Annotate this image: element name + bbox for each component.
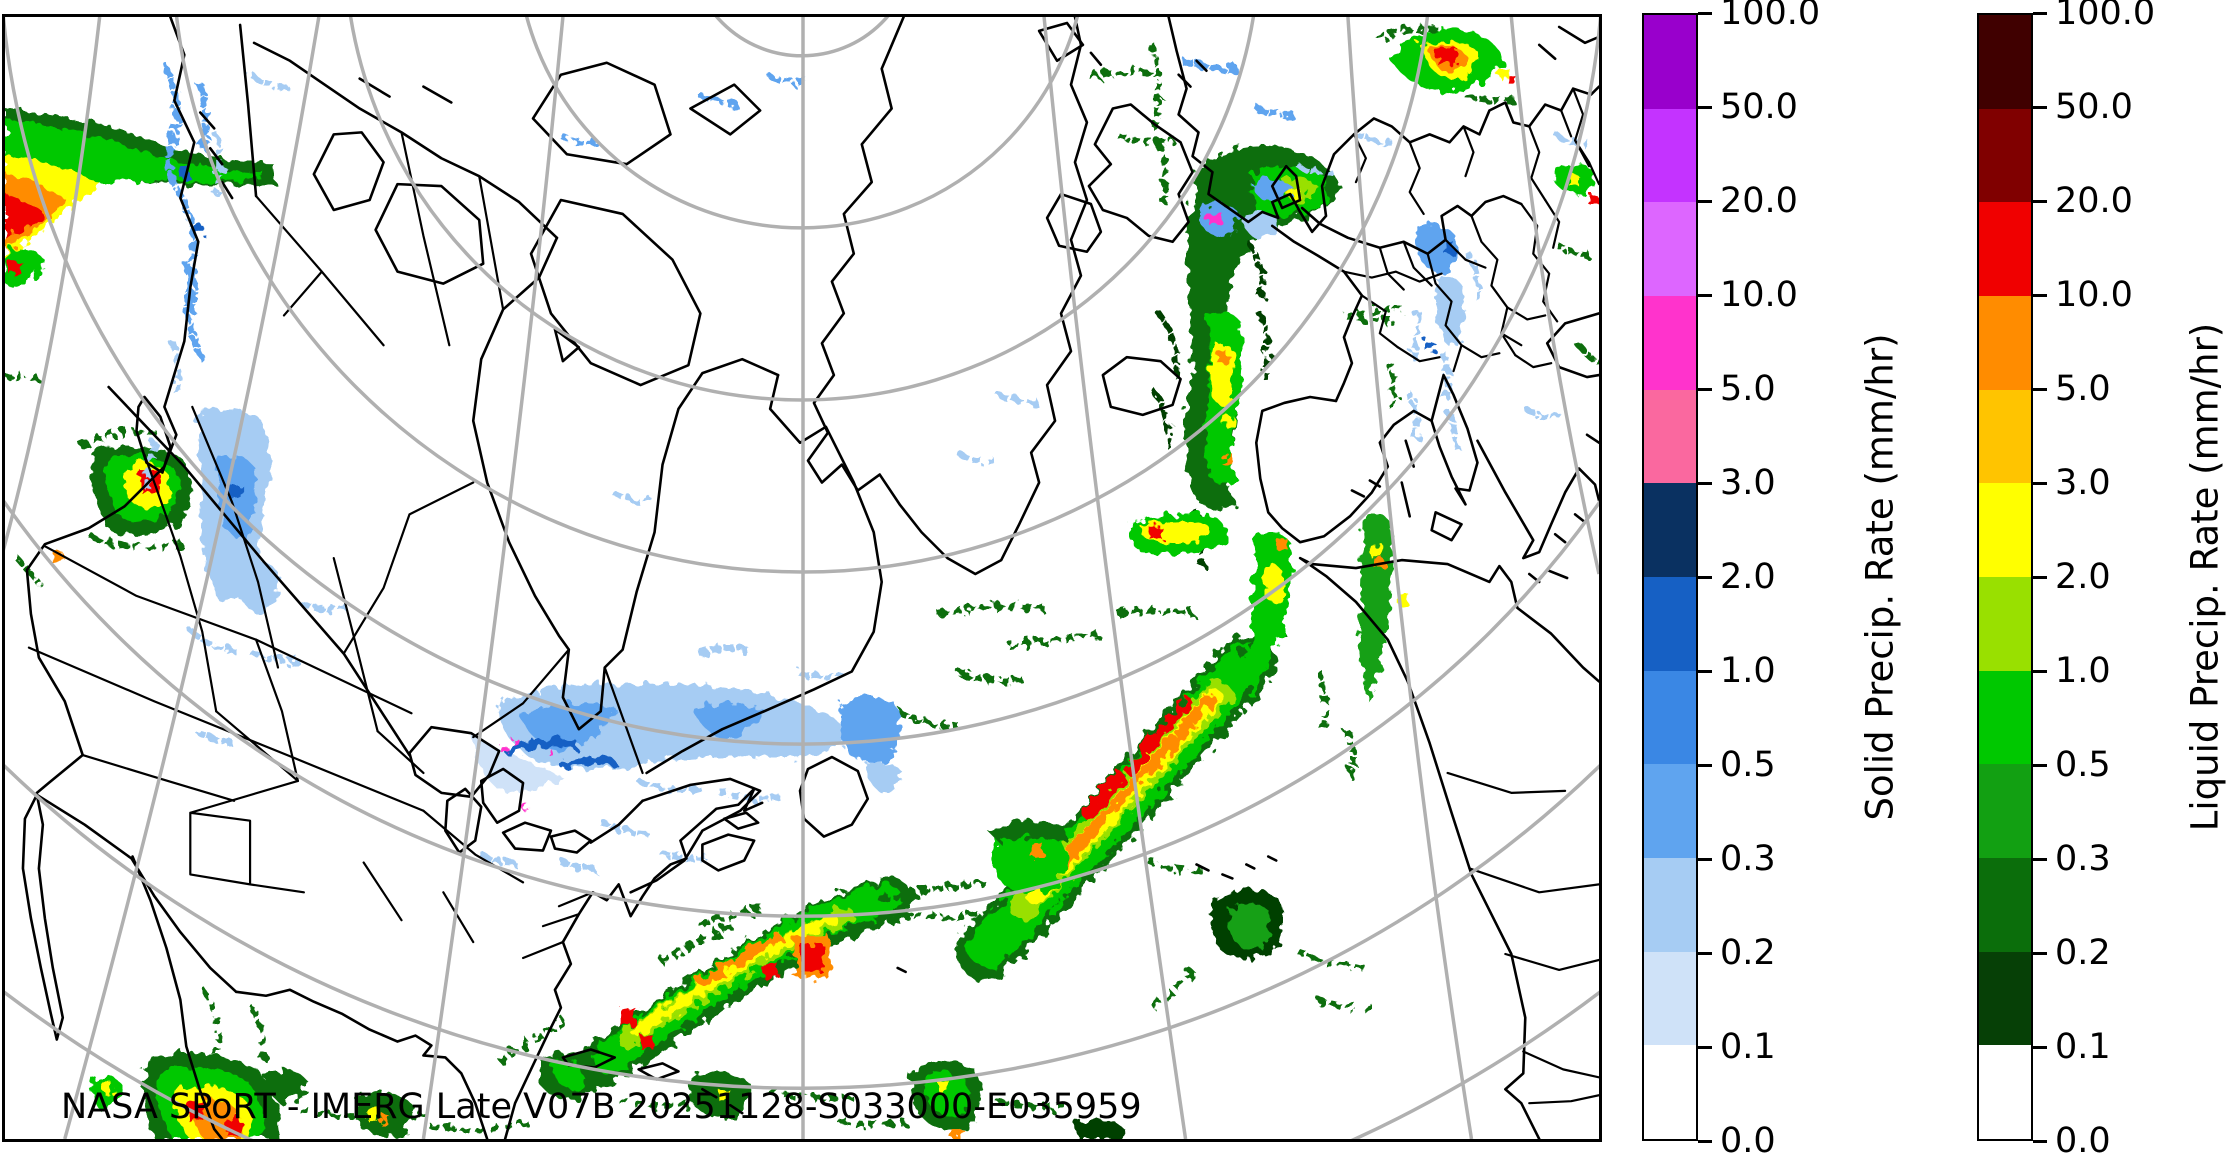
colorbar-tick-mark: [1698, 199, 1712, 203]
colorbar-tick-mark: [2033, 293, 2047, 297]
colorbar-tick-label: 0.0: [1720, 1121, 1776, 1161]
colorbar-tick-label: 20.0: [2055, 181, 2133, 221]
colorbar-tick-mark: [1698, 1045, 1712, 1049]
colorbar-tick-label: 0.1: [2055, 1027, 2111, 1067]
colorbar-tick-mark: [1698, 669, 1712, 673]
product-annotation: NASA SPoRT - IMERG Late V07B 20251128-S0…: [61, 1087, 1142, 1127]
colorbar-tick-label: 3.0: [1720, 463, 1776, 503]
colorbar-segment: [1644, 296, 1696, 390]
colorbar-tick-label: 0.5: [1720, 745, 1776, 785]
colorbar-tick-mark: [2033, 575, 2047, 579]
colorbar-segment: [1644, 389, 1696, 484]
colorbar-segment: [1644, 202, 1696, 297]
colorbar-tick-label: 0.3: [2055, 839, 2111, 879]
colorbar-tick-mark: [1698, 105, 1712, 109]
precip-solid-layer: [144, 58, 1589, 872]
colorbar-segment: [1979, 764, 2031, 859]
colorbar-tick-label: 1.0: [2055, 651, 2111, 691]
colorbar-tick-mark: [1698, 1139, 1712, 1143]
colorbar-tick-mark: [1698, 293, 1712, 297]
colorbar-tick-label: 20.0: [1720, 181, 1798, 221]
colorbar-tick-label: 0.0: [2055, 1121, 2111, 1161]
graticule: [5, 17, 1599, 1139]
colorbar-solid-bar: [1642, 13, 1698, 1141]
colorbar-segment: [1644, 764, 1696, 859]
colorbar-tick-mark: [2033, 105, 2047, 109]
colorbar-tick-label: 10.0: [1720, 275, 1798, 315]
colorbar-segment: [1644, 951, 1696, 1046]
colorbar-tick-mark: [1698, 951, 1712, 955]
colorbar-segment: [1979, 1045, 2031, 1140]
colorbar-tick-label: 5.0: [1720, 369, 1776, 409]
colorbar-segment: [1644, 670, 1696, 765]
colorbar-segment: [1644, 858, 1696, 952]
colorbar-tick-label: 100.0: [2055, 0, 2156, 33]
colorbar-segment: [1644, 483, 1696, 578]
colorbar-segment: [1644, 15, 1696, 109]
colorbar-segment: [1979, 15, 2031, 109]
colorbar-tick-label: 0.1: [1720, 1027, 1776, 1067]
map-panel: NASA SPoRT - IMERG Late V07B 20251128-S0…: [2, 14, 1602, 1142]
colorbar-segment: [1979, 951, 2031, 1046]
colorbar-liquid-bar: [1977, 13, 2033, 1141]
colorbar-segment: [1979, 577, 2031, 671]
colorbar-tick-label: 5.0: [2055, 369, 2111, 409]
map-canvas: [5, 17, 1599, 1139]
colorbar-segment: [1979, 296, 2031, 390]
colorbar-tick-mark: [1698, 857, 1712, 861]
colorbar-tick-mark: [1698, 575, 1712, 579]
colorbar-tick-mark: [1698, 387, 1712, 391]
colorbar-tick-mark: [2033, 1045, 2047, 1049]
colorbar-segment: [1644, 577, 1696, 671]
colorbar-segment: [1979, 858, 2031, 952]
colorbar-tick-label: 3.0: [2055, 463, 2111, 503]
colorbar-segment: [1979, 670, 2031, 765]
colorbar-liquid-title: Liquid Precip. Rate (mm/hr): [2183, 322, 2227, 832]
colorbar-segment: [1644, 108, 1696, 203]
colorbar-tick-label: 100.0: [1720, 0, 1821, 33]
colorbar-tick-mark: [2033, 669, 2047, 673]
colorbar-segment: [1979, 202, 2031, 297]
colorbar-tick-mark: [2033, 11, 2047, 15]
colorbar-tick-mark: [2033, 951, 2047, 955]
colorbar-tick-label: 50.0: [2055, 87, 2133, 127]
colorbar-tick-mark: [2033, 387, 2047, 391]
colorbar-tick-mark: [2033, 199, 2047, 203]
colorbar-tick-label: 0.5: [2055, 745, 2111, 785]
colorbar-tick-label: 10.0: [2055, 275, 2133, 315]
colorbar-segment: [1644, 1045, 1696, 1140]
colorbar-tick-label: 1.0: [1720, 651, 1776, 691]
colorbar-tick-mark: [2033, 1139, 2047, 1143]
colorbar-tick-mark: [1698, 11, 1712, 15]
colorbar-segment: [1979, 483, 2031, 578]
colorbar-tick-mark: [2033, 763, 2047, 767]
colorbar-tick-mark: [1698, 763, 1712, 767]
colorbar-tick-label: 0.3: [1720, 839, 1776, 879]
colorbar-tick-label: 2.0: [2055, 557, 2111, 597]
colorbar-segment: [1979, 389, 2031, 484]
colorbar-tick-mark: [1698, 481, 1712, 485]
colorbar-solid-title: Solid Precip. Rate (mm/hr): [1858, 333, 1902, 821]
colorbar-tick-mark: [2033, 857, 2047, 861]
colorbar-tick-label: 50.0: [1720, 87, 1798, 127]
colorbar-tick-label: 0.2: [2055, 933, 2111, 973]
colorbar-tick-mark: [2033, 481, 2047, 485]
colorbar-segment: [1979, 108, 2031, 203]
colorbar-tick-label: 0.2: [1720, 933, 1776, 973]
colorbar-tick-label: 2.0: [1720, 557, 1776, 597]
